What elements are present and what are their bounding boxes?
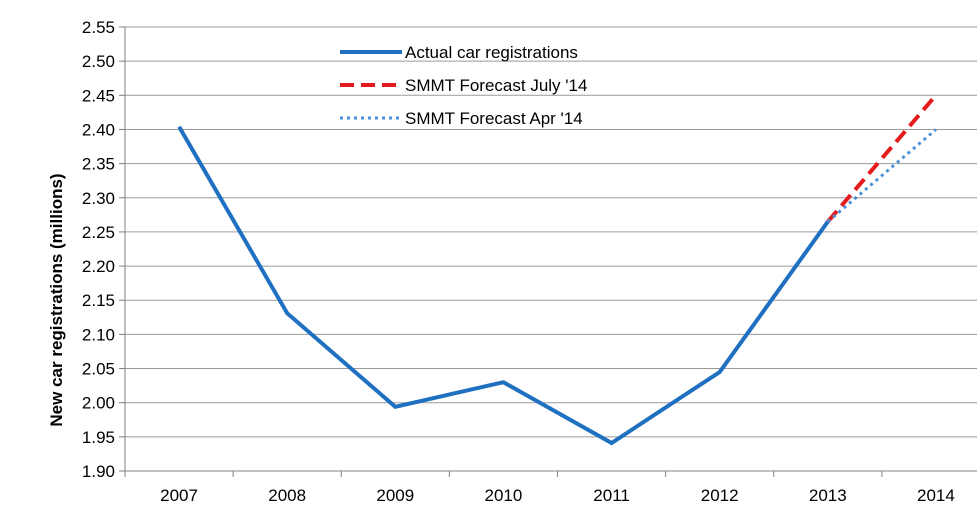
x-tick-label: 2011: [593, 486, 630, 505]
series-lines: [177, 94, 938, 446]
series-line-1: [177, 125, 830, 446]
x-tick-label: 2013: [809, 486, 847, 505]
x-tick-labels: 2007 2008 2009 2010 2011 2012 2013 2014: [160, 486, 955, 505]
series-line-2: [826, 94, 938, 223]
series-line-3: [826, 128, 937, 223]
y-tick-label: 2.00: [82, 394, 115, 413]
y-axis-label: New car registrations (millions): [47, 173, 66, 426]
y-tick-label: 2.40: [82, 120, 115, 139]
y-tick-labels: 1.90 1.95 2.00 2.05 2.10 2.15 2.20 2.25 2.30 2.35…: [82, 18, 115, 481]
y-tick-label: 2.55: [82, 18, 115, 37]
x-tick-label: 2012: [701, 486, 739, 505]
x-tick-label: 2010: [485, 486, 523, 505]
y-tick-label: 2.45: [82, 86, 115, 105]
y-tick-label: 1.90: [82, 462, 115, 481]
y-tick-label: 2.50: [82, 52, 115, 71]
x-tick-label: 2008: [268, 486, 306, 505]
axes: [119, 26, 977, 477]
y-tick-label: 2.05: [82, 360, 115, 379]
y-tick-label: 2.20: [82, 257, 115, 276]
x-tick-label: 2009: [376, 486, 414, 505]
legend: Actual car registrations SMMT Forecast Ju…: [340, 43, 587, 128]
y-tick-label: 2.10: [82, 325, 115, 344]
y-tick-label: 2.30: [82, 189, 115, 208]
y-tick-label: 1.95: [82, 428, 115, 447]
x-tick-label: 2007: [160, 486, 198, 505]
legend-label-3: SMMT Forecast Apr '14: [405, 109, 583, 128]
x-tick-label: 2014: [917, 486, 955, 505]
y-tick-label: 2.25: [82, 223, 115, 242]
y-tick-label: 2.15: [82, 291, 115, 310]
y-tick-label: 2.35: [82, 155, 115, 174]
gridlines: [125, 26, 977, 472]
legend-label-1: Actual car registrations: [405, 43, 578, 62]
legend-label-2: SMMT Forecast July '14: [405, 76, 587, 95]
